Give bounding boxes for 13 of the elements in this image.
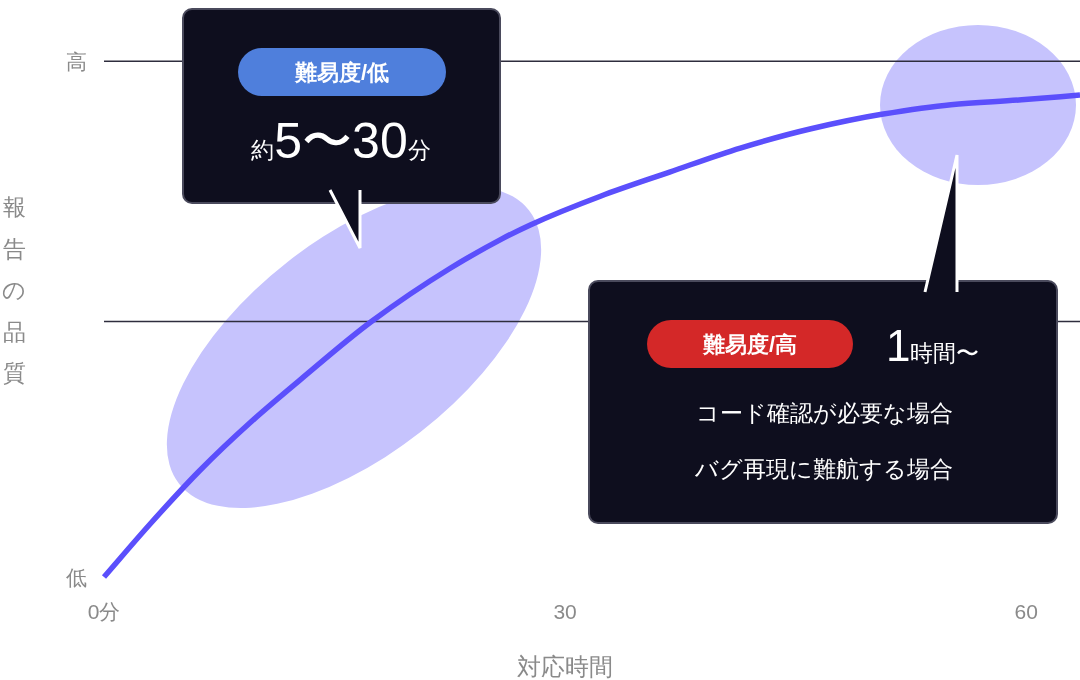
axis-title: 報告の品質 — [2, 194, 26, 386]
tick-label: 30 — [553, 600, 577, 623]
annotation: 難易度/低 — [294, 60, 390, 85]
annotation: 低 — [66, 566, 87, 589]
tick-label: 0分 — [87, 600, 121, 623]
annotation: 約5〜30分 — [251, 113, 431, 169]
annotation: 1時間〜 — [886, 321, 980, 370]
annotation: 難易度/高 — [702, 332, 798, 357]
annotation: バグ再現に難航する場合 — [695, 456, 953, 482]
annotation: 高 — [66, 50, 87, 74]
annotation: コード確認が必要な場合 — [695, 400, 953, 426]
tick-label: 60 — [1014, 600, 1038, 623]
axis-title: 対応時間 — [517, 653, 614, 680]
